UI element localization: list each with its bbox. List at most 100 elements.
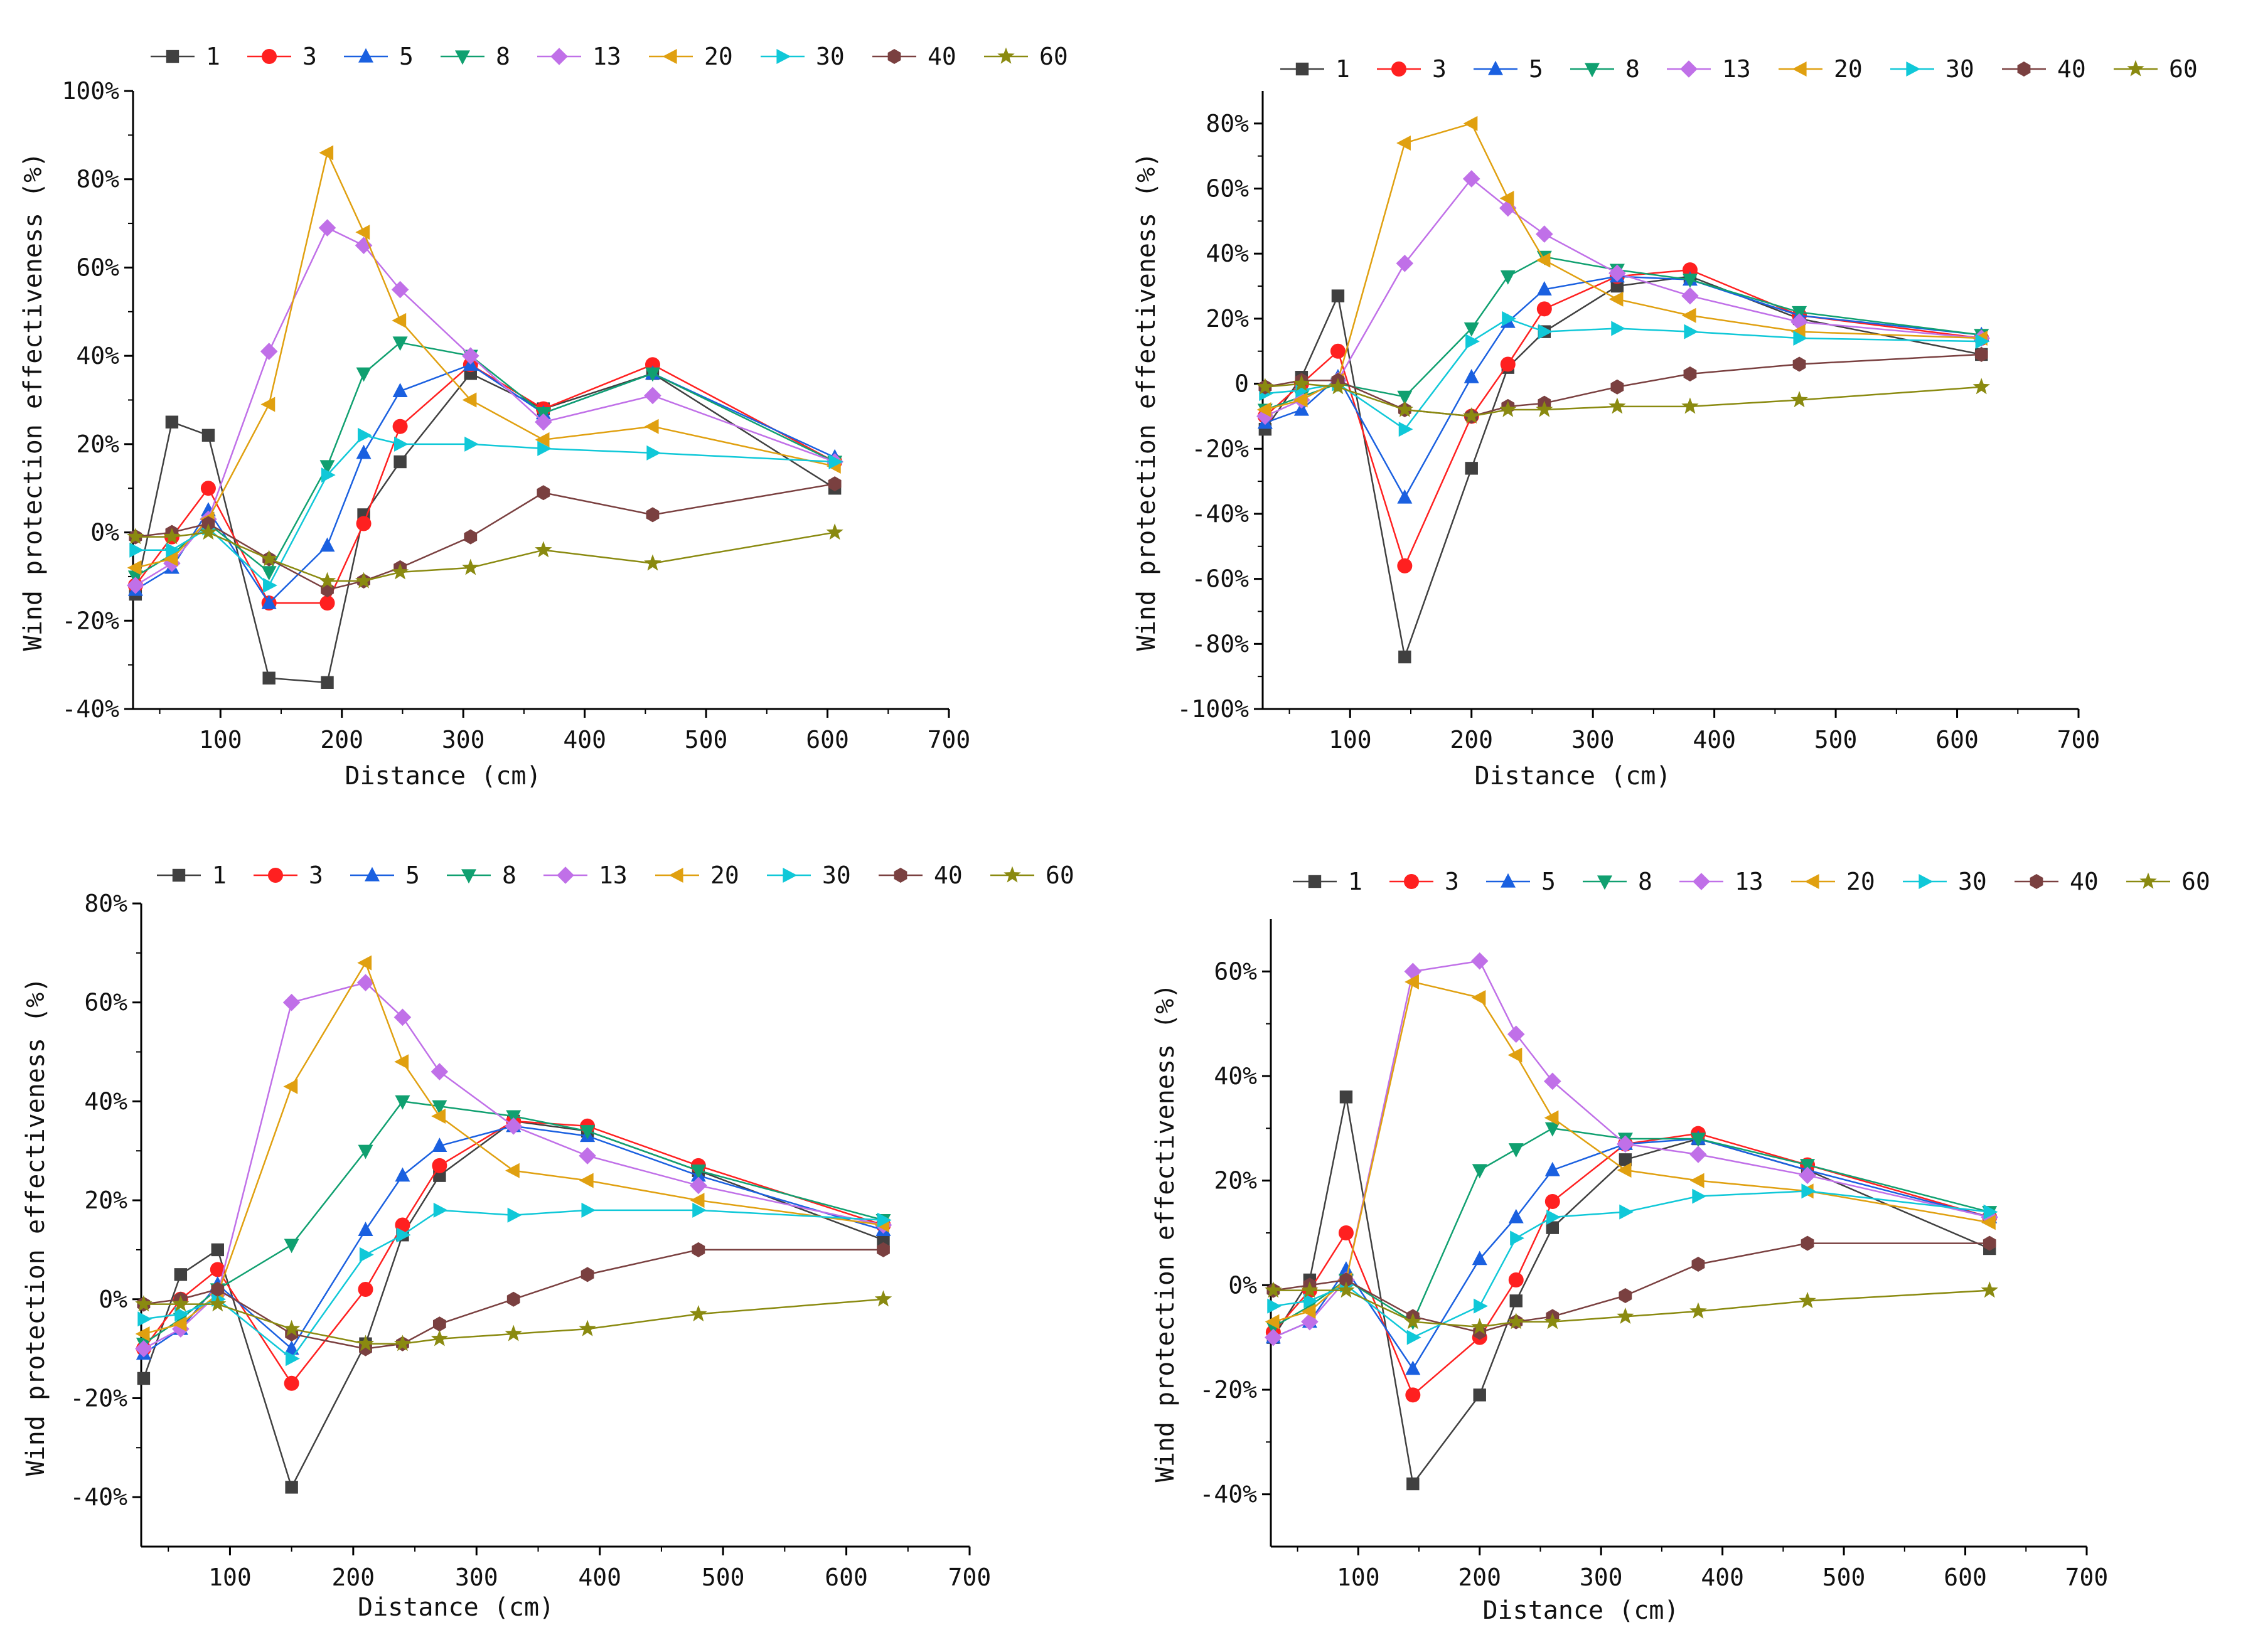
data-point-series-60 (1608, 397, 1626, 414)
y-tick-label: 0 (1234, 370, 1249, 398)
series-line-5 (1273, 1138, 1990, 1370)
legend-marker-5 (1501, 873, 1516, 888)
data-point-series-20 (1507, 1047, 1523, 1063)
data-point-series-20 (1396, 135, 1411, 151)
data-point-series-8 (1682, 274, 1698, 288)
data-point-series-5 (1536, 281, 1552, 296)
data-point-series-20 (1544, 1110, 1559, 1126)
x-axis-title: Distance (cm) (1474, 762, 1671, 791)
y-tick-label: 40% (1206, 240, 1249, 267)
data-point-series-60 (1799, 1291, 1816, 1308)
data-point-series-5 (356, 444, 372, 459)
legend-marker-40 (887, 49, 901, 64)
x-tick-label: 100 (1337, 1564, 1380, 1591)
data-point-series-1 (321, 676, 334, 689)
data-point-series-30 (433, 1202, 448, 1218)
legend-marker-1 (166, 50, 179, 63)
data-point-series-8 (580, 1125, 596, 1139)
x-tick-label: 400 (578, 1564, 621, 1591)
data-point-series-8 (1508, 1143, 1524, 1158)
y-axis-title: Wind protection effectiveness (%) (1132, 152, 1161, 651)
data-point-series-1 (877, 1233, 890, 1247)
chart-panel-top-left: 100 200 300 400 500 600 700 -40% -20% 0% 20% 40% 60%… (19, 43, 1068, 791)
data-point-series-60 (1471, 1318, 1489, 1335)
x-tick-label: 100 (208, 1564, 252, 1591)
data-point-series-5 (1508, 1208, 1524, 1223)
data-point-series-3 (1397, 558, 1413, 573)
data-point-series-60 (260, 550, 278, 567)
data-point-series-13 (1507, 1025, 1525, 1043)
chart-panel-top-right: 100 200 300 400 500 600 700-100%-80%-60%-40%-2… (1132, 55, 2198, 791)
series-line-13 (1265, 178, 1982, 417)
legend-marker-40 (2030, 874, 2043, 889)
legend-label-1: 1 (212, 861, 227, 889)
data-point-series-30 (321, 467, 336, 483)
y-tick-label: 20% (84, 1186, 127, 1214)
series-line-3 (134, 363, 835, 604)
data-point-series-60 (135, 1295, 153, 1312)
data-point-series-13 (163, 555, 181, 572)
legend-label-30: 30 (1958, 868, 1987, 895)
data-point-series-60 (356, 1335, 375, 1351)
data-point-series-13 (1404, 962, 1422, 981)
y-tick-label: -40% (70, 1483, 127, 1511)
legend-label-3: 3 (1445, 868, 1459, 895)
data-point-series-1 (1331, 289, 1345, 302)
data-point-series-1 (393, 455, 407, 469)
data-point-series-8 (1500, 270, 1516, 285)
data-point-series-60 (462, 558, 479, 575)
series-line-3 (1272, 1132, 1990, 1397)
data-point-series-60 (127, 528, 144, 545)
x-tick-label: 700 (948, 1564, 992, 1591)
legend-marker-8 (461, 869, 476, 884)
x-tick-label: 300 (1571, 726, 1615, 754)
data-point-series-60 (1337, 1281, 1355, 1298)
data-point-series-40 (1792, 356, 1806, 372)
data-point-series-8 (1544, 1122, 1560, 1137)
data-point-series-8 (690, 1164, 706, 1179)
data-point-series-60 (1972, 378, 1990, 395)
data-point-series-1 (1473, 1388, 1486, 1402)
data-point-series-1 (1339, 1090, 1353, 1104)
data-point-series-13 (1499, 199, 1517, 217)
data-point-series-60 (1689, 1302, 1707, 1319)
data-point-series-40 (506, 1291, 520, 1307)
data-point-series-20 (1681, 307, 1696, 323)
legend-label-20: 20 (704, 43, 733, 70)
data-point-series-5 (261, 594, 277, 609)
legend-label-60: 60 (2181, 868, 2210, 895)
data-point-series-30 (129, 542, 144, 558)
data-point-series-3 (319, 595, 335, 611)
y-tick-label: 80% (1206, 110, 1249, 137)
legend-label-20: 20 (1846, 868, 1875, 895)
legend-marker-30 (783, 868, 798, 883)
data-point-series-13 (1470, 952, 1489, 970)
data-point-series-3 (392, 418, 408, 434)
data-point-series-13 (1799, 1166, 1816, 1185)
y-tick-label: -40% (62, 695, 119, 723)
legend-marker-1 (1295, 62, 1309, 76)
legend-marker-40 (894, 868, 907, 883)
legend-label-5: 5 (1541, 868, 1556, 895)
x-tick-label: 400 (1693, 726, 1736, 754)
legend-marker-20 (1792, 61, 1807, 77)
data-point-series-20 (431, 1109, 446, 1124)
legend-marker-20 (1804, 874, 1819, 889)
legend-label-13: 13 (1722, 55, 1751, 83)
y-tick-label: 60% (1214, 957, 1257, 985)
data-point-series-30 (166, 542, 181, 558)
y-axis-title: Wind protection effectiveness (%) (21, 978, 50, 1476)
data-point-series-30 (1546, 1210, 1561, 1225)
data-point-series-8 (261, 566, 277, 581)
legend-label-8: 8 (496, 43, 510, 70)
series-line-5 (143, 1125, 884, 1355)
data-point-series-5 (392, 383, 408, 398)
data-point-series-13 (135, 1340, 153, 1358)
y-tick-label: 0% (1228, 1271, 1257, 1299)
legend-marker-1 (172, 868, 186, 882)
chart-panel-bottom-left: 100 200 300 400 500 600 700 -40% -20% 0% 20% 40% 60%… (21, 861, 1074, 1622)
data-point-series-60 (579, 1319, 596, 1336)
data-point-series-8 (358, 1144, 373, 1159)
data-point-series-13 (1617, 1135, 1634, 1153)
